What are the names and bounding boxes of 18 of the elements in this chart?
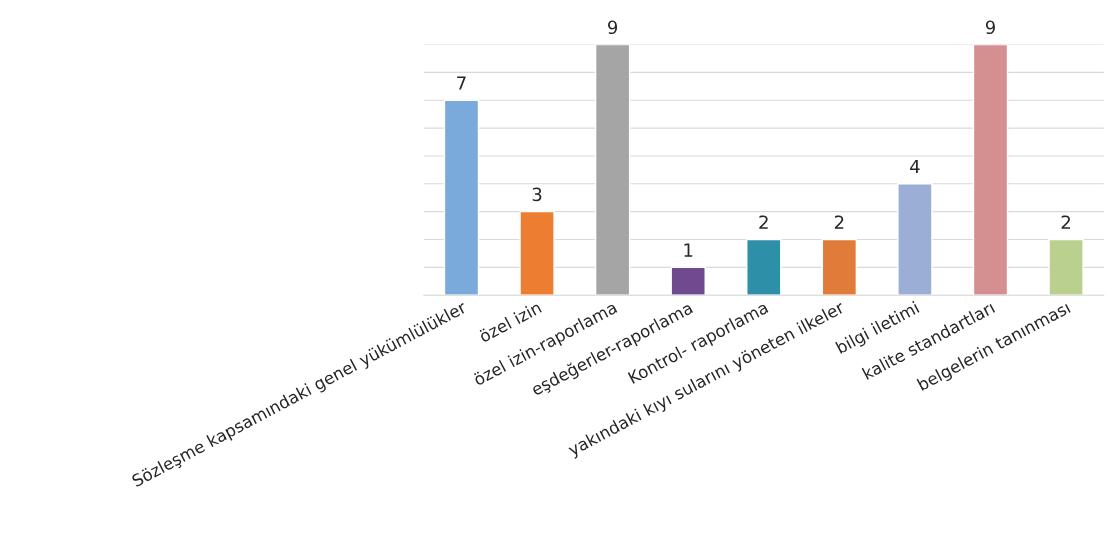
data-label: 3 bbox=[532, 187, 542, 202]
bar bbox=[897, 183, 933, 296]
data-label: 2 bbox=[1061, 215, 1070, 229]
bar bbox=[519, 210, 555, 296]
data-label: 9 bbox=[608, 20, 618, 35]
bar bbox=[972, 44, 1009, 296]
data-label: 4 bbox=[910, 159, 920, 174]
bar bbox=[746, 238, 782, 296]
bar bbox=[821, 238, 858, 296]
data-label: 7 bbox=[457, 76, 466, 90]
data-label: 2 bbox=[834, 215, 844, 229]
data-label: 9 bbox=[985, 20, 995, 35]
bar bbox=[443, 99, 480, 296]
data-label: 1 bbox=[684, 243, 693, 257]
bar bbox=[594, 44, 631, 296]
bar bbox=[670, 266, 706, 296]
data-label: 2 bbox=[759, 215, 768, 229]
bar bbox=[1048, 238, 1084, 296]
